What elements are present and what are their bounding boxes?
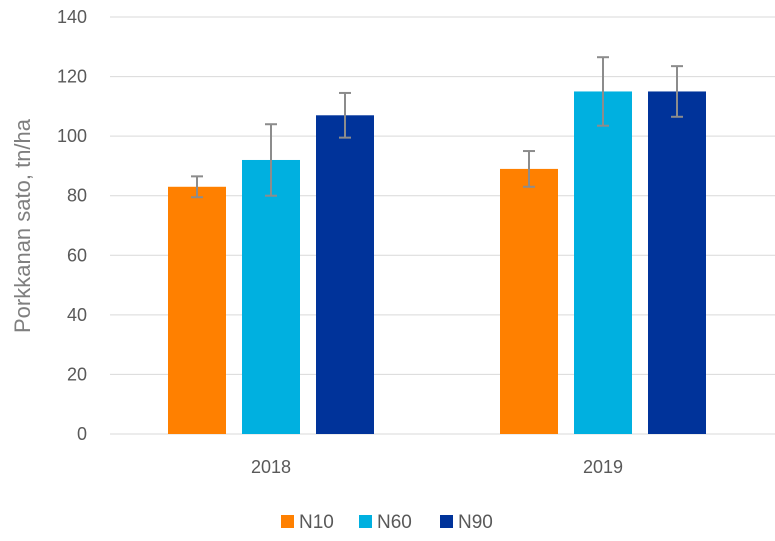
bar-n10-2018 [168,186,226,434]
x-axis-ticks: 2018 2019 [251,457,623,477]
y-tick-label: 0 [77,424,87,444]
x-tick-label: 2019 [583,457,623,477]
legend-label: N90 [458,512,493,533]
y-tick-label: 80 [67,186,87,206]
y-axis-ticks: 0 20 40 60 80 100 120 140 [57,7,87,444]
bar-n60-2018 [242,159,300,434]
y-axis-label: Porkkanan sato, tn/ha [10,118,35,333]
legend-swatch [440,515,453,528]
legend-item-n90: N90 [440,512,493,533]
error-bar-n10-2019 [523,150,535,188]
y-tick-label: 120 [57,67,87,87]
y-tick-label: 40 [67,305,87,325]
legend-label: N60 [377,512,412,533]
error-bars [191,56,683,199]
y-tick-label: 100 [57,126,87,146]
legend-label: N10 [299,512,334,533]
bar-n10-2019 [500,168,558,434]
bar-n60-2019 [574,91,632,434]
y-tick-label: 140 [57,7,87,27]
legend: N10 N60 N90 [281,512,493,533]
bars [168,91,706,435]
y-tick-label: 60 [67,245,87,265]
error-bar-n60-2019 [597,56,609,127]
legend-item-n60: N60 [359,512,412,533]
legend-swatch [359,515,372,528]
error-bar-n90-2019 [671,65,683,118]
error-bar-n10-2018 [191,175,203,199]
x-tick-label: 2018 [251,457,291,477]
bar-n90-2019 [648,91,706,434]
bar-n90-2018 [316,115,374,435]
legend-item-n10: N10 [281,512,334,533]
error-bar-n90-2018 [339,91,351,139]
legend-swatch [281,515,294,528]
y-tick-label: 20 [67,364,87,384]
error-bar-n60-2018 [265,123,277,197]
